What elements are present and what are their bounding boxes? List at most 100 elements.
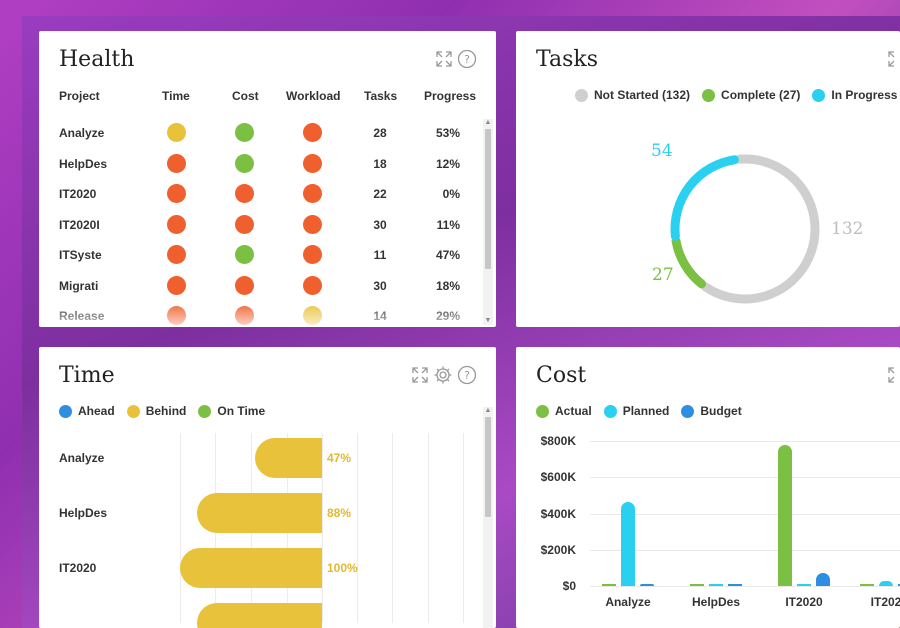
workload-status-indicator — [303, 153, 322, 173]
expand-icon[interactable] — [886, 49, 900, 69]
scroll-up-arrow[interactable]: ▲ — [484, 119, 492, 126]
time-bar-value-label: 100% — [327, 561, 358, 575]
y-axis-tick-label: $200K — [540, 542, 576, 557]
cost-bar-actual[interactable] — [690, 584, 704, 586]
time-bar-value-label: 88% — [327, 506, 352, 520]
col-header-time[interactable]: Time — [162, 89, 190, 103]
cost-bar-planned[interactable] — [879, 580, 893, 586]
tasks-title: Tasks — [536, 47, 598, 72]
donut-slice-in-progress[interactable] — [670, 155, 739, 241]
project-name: Analyze — [59, 126, 105, 140]
expand-icon[interactable] — [886, 365, 900, 385]
tasks-count: 28 — [373, 126, 387, 140]
legend-ahead[interactable]: Ahead — [59, 404, 115, 418]
progress-value: 11% — [436, 217, 460, 232]
table-row[interactable]: Migrati 30 18% — [39, 271, 479, 301]
cost-bar-actual[interactable] — [860, 584, 874, 586]
time-card: Time ? Ahead Behind On Time ▲ Analyze 47%… — [39, 347, 496, 628]
progress-value: 47% — [435, 248, 460, 262]
legend-not-started[interactable]: Not Started (132) — [575, 88, 690, 102]
legend-in-progress[interactable]: In Progress (5 — [812, 88, 900, 102]
project-name: Migrati — [59, 278, 99, 293]
legend-actual[interactable]: Actual — [536, 404, 592, 418]
col-header-project[interactable]: Project — [59, 89, 100, 103]
time-category-label: Analyze — [59, 451, 105, 465]
workload-status-indicator — [303, 214, 322, 234]
table-row[interactable]: Analyze 28 53% — [39, 118, 479, 148]
project-name: ITSyste — [59, 248, 102, 262]
progress-value: 0% — [442, 187, 460, 201]
time-bar-value-label: 47% — [327, 451, 352, 465]
project-name: IT2020 — [59, 187, 97, 201]
cost-bar-planned[interactable] — [621, 501, 635, 586]
table-row[interactable]: IT2020I 30 11% — [39, 210, 479, 240]
cost-title: Cost — [536, 363, 587, 388]
donut-slice-not-started[interactable] — [700, 154, 820, 304]
legend-planned[interactable]: Planned — [603, 404, 669, 418]
help-icon[interactable]: ? — [457, 49, 477, 69]
cost-status-indicator — [235, 214, 254, 234]
col-header-workload[interactable]: Workload — [286, 89, 341, 103]
time-scrollbar[interactable]: ▲ — [483, 407, 493, 628]
tasks-count: 30 — [373, 278, 387, 293]
time-status-indicator — [167, 275, 186, 295]
cost-status-indicator — [235, 245, 254, 264]
col-header-tasks[interactable]: Tasks — [364, 89, 398, 103]
project-name: IT2020I — [59, 217, 100, 232]
legend-budget[interactable]: Budget — [681, 404, 742, 418]
col-header-progress[interactable]: Progress — [424, 89, 477, 103]
expand-icon[interactable] — [410, 365, 430, 385]
grid-line — [590, 513, 900, 515]
grid-line — [428, 433, 429, 623]
cost-bar-planned[interactable] — [709, 584, 723, 586]
legend-complete[interactable]: Complete (27) — [702, 88, 800, 102]
time-category-label: HelpDes — [59, 506, 108, 520]
donut-label-not-started: 132 — [831, 219, 863, 239]
table-row[interactable]: IT2020 22 0% — [39, 179, 479, 209]
cost-bar-budget[interactable] — [640, 584, 654, 586]
cost-bar-budget[interactable] — [728, 584, 742, 586]
donut-label-in-progress: 54 — [651, 141, 673, 161]
cost-bar-actual[interactable] — [602, 584, 616, 586]
x-axis-tick-label: HelpDes — [691, 595, 741, 609]
x-axis-tick-label: IT2020 — [785, 595, 823, 609]
grid-line — [322, 433, 323, 623]
time-bar-behind[interactable] — [197, 493, 322, 533]
expand-icon[interactable] — [434, 49, 454, 69]
time-bar-behind[interactable] — [180, 548, 322, 588]
y-axis-tick-label: $800K — [540, 434, 576, 448]
time-bar-behind[interactable] — [197, 603, 322, 628]
gear-icon[interactable] — [433, 365, 453, 385]
col-header-cost[interactable]: Cost — [232, 89, 259, 103]
x-axis-tick-label: Analyze — [605, 595, 651, 609]
health-scrollbar[interactable]: ▲ ▼ — [483, 119, 493, 325]
time-bar-behind[interactable] — [255, 438, 322, 478]
grid-line — [357, 433, 358, 623]
grid-line — [392, 433, 393, 623]
x-axis-tick-label: IT202 — [870, 595, 900, 609]
workload-status-indicator — [303, 275, 322, 295]
svg-text:?: ? — [464, 53, 470, 66]
table-row[interactable]: HelpDes 18 12% — [39, 149, 479, 179]
scroll-thumb[interactable] — [485, 129, 491, 269]
scroll-down-arrow[interactable]: ▼ — [484, 317, 492, 324]
grid-line — [590, 441, 900, 442]
cost-bar-planned[interactable] — [797, 584, 811, 586]
time-status-indicator — [167, 184, 186, 203]
scroll-up-arrow[interactable]: ▲ — [484, 407, 492, 414]
health-card: Health ? Project Time Cost Workload Task… — [39, 31, 496, 327]
cost-bar-budget[interactable] — [816, 573, 830, 586]
scroll-thumb[interactable] — [485, 417, 491, 517]
tasks-count: 18 — [373, 156, 387, 171]
time-legend: Ahead Behind On Time — [59, 404, 277, 418]
cost-bar-actual[interactable] — [778, 444, 792, 586]
table-row[interactable]: ITSyste 11 47% — [39, 240, 479, 270]
donut-slice-complete[interactable] — [671, 236, 707, 289]
legend-on-time[interactable]: On Time — [198, 404, 265, 418]
help-icon[interactable]: ? — [457, 365, 477, 385]
cost-status-indicator — [235, 275, 254, 295]
y-axis-tick-label: $600K — [540, 470, 576, 485]
cost-bar-budget[interactable] — [898, 584, 900, 586]
progress-value: 18% — [435, 278, 460, 293]
legend-behind[interactable]: Behind — [126, 404, 186, 418]
